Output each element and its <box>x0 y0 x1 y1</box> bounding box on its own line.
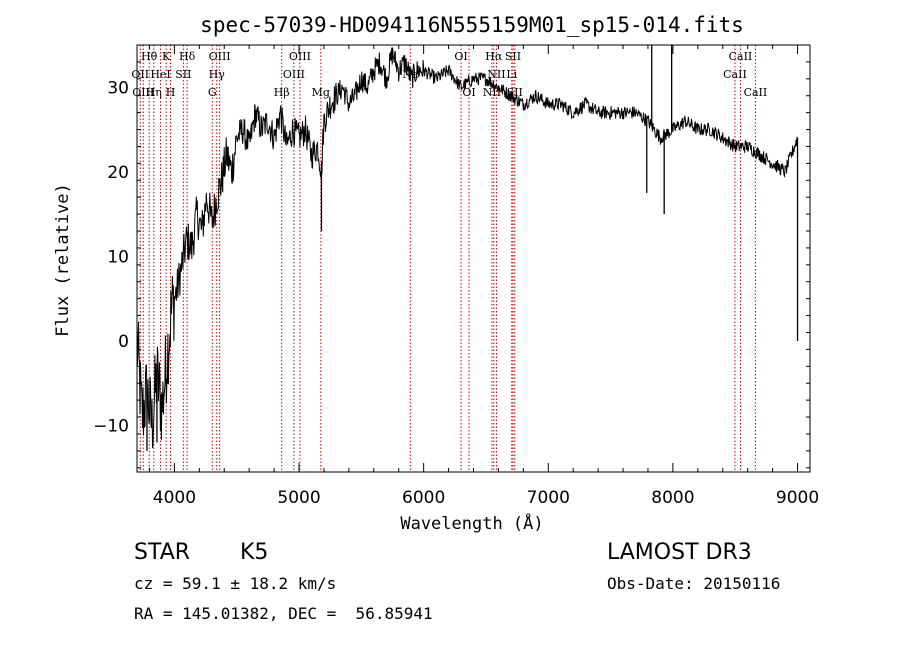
reference-line-label: Hα <box>485 50 503 63</box>
object-class: STAR <box>134 540 191 565</box>
reference-line-label: HeI <box>150 68 170 81</box>
reference-line-label: G <box>208 86 217 99</box>
reference-line-label: Mg <box>312 86 330 99</box>
object-subclass: K5 <box>240 540 269 565</box>
reference-line-label: Hθ <box>141 50 158 63</box>
survey-name: LAMOST DR3 <box>607 540 752 565</box>
y-tick-label: 20 <box>107 163 129 183</box>
ra-dec-coordinates: RA = 145.01382, DEC = 56.85941 <box>134 604 433 623</box>
reference-line-label: CaII <box>729 50 753 63</box>
x-tick-label: 7000 <box>527 488 570 508</box>
reference-line-label: SII <box>505 50 521 63</box>
x-axis-label: Wavelength (Å) <box>400 512 543 534</box>
reference-line-label: Hγ <box>209 68 226 81</box>
x-axis-ticks: 4000 5000 6000 7000 8000 9000 <box>148 45 819 508</box>
reference-line-label: CaII <box>723 68 747 81</box>
y-tick-label: 30 <box>107 78 129 98</box>
x-tick-label: 8000 <box>651 488 694 508</box>
y-axis-ticks: −10 0 10 20 30 <box>93 44 810 469</box>
reference-lines <box>139 45 756 472</box>
reference-line-label: OI <box>454 50 467 63</box>
chart-title: spec-57039-HD094116N555159M01_sp15-014.f… <box>200 13 744 37</box>
reference-line-label: Li <box>506 68 517 81</box>
reference-line-label: OII <box>131 68 149 81</box>
x-tick-label: 5000 <box>277 488 320 508</box>
reference-line-label: Hβ <box>274 86 290 99</box>
x-tick-label: 6000 <box>402 488 445 508</box>
reference-line-label: H <box>166 86 176 99</box>
reference-line-label: OIII <box>289 50 311 63</box>
y-tick-label: 10 <box>107 247 129 267</box>
x-tick-label: 4000 <box>153 488 196 508</box>
reference-line-label: Hη <box>146 86 162 99</box>
y-axis-label: Flux (relative) <box>53 183 73 337</box>
redshift-velocity: cz = 59.1 ± 18.2 km/s <box>134 574 337 593</box>
x-tick-label: 9000 <box>776 488 819 508</box>
plot-frame <box>136 44 811 473</box>
spectrum-curve <box>136 47 798 449</box>
reference-line-label: K <box>162 50 171 63</box>
y-tick-label: −10 <box>93 416 129 436</box>
reference-line-label: SII <box>175 68 191 81</box>
observation-date: Obs-Date: 20150116 <box>607 574 781 593</box>
y-tick-label: 0 <box>118 332 129 352</box>
reference-line-label: Hδ <box>179 50 196 63</box>
spectrum-curve-layer <box>136 45 799 451</box>
reference-line-label: NII <box>483 86 501 99</box>
reference-line-label: OIII <box>209 50 231 63</box>
reference-line-label: OIII <box>283 68 305 81</box>
reference-line-label: CaII <box>744 86 768 99</box>
reference-line-label: OI <box>462 86 475 99</box>
reference-line-label: NII <box>487 68 505 81</box>
